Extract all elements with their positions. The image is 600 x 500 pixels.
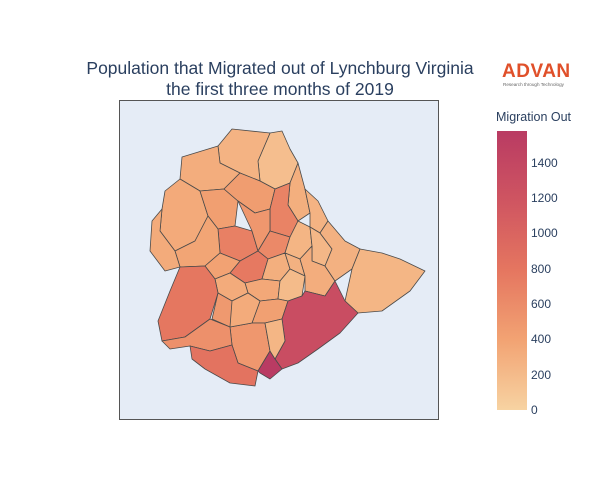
colorbar-tick: 600 (531, 297, 552, 312)
map-title: Population that Migrated out of Lynchbur… (40, 58, 520, 100)
colorbar-tick: 200 (531, 367, 552, 382)
colorbar-tick: 1200 (531, 191, 558, 206)
region-west-2[interactable] (149, 208, 181, 272)
colorbar (497, 131, 527, 410)
advan-logo: ADVAN Research through Technology (502, 62, 592, 88)
colorbar-tick: 800 (531, 261, 552, 276)
map-frame[interactable] (119, 100, 439, 420)
colorbar-title: Migration Out (496, 110, 572, 124)
map-title-line2: the first three months of 2019 (166, 79, 394, 99)
region-east-lobe[interactable] (344, 248, 426, 314)
colorbar-tick: 1000 (531, 226, 558, 241)
colorbar-tick: 1400 (531, 155, 558, 170)
logo-tagline: Research through Technology (503, 82, 564, 87)
region-south-bottom[interactable] (189, 344, 259, 387)
region-center-south-2[interactable] (229, 292, 261, 328)
colorbar-tick: 0 (531, 403, 538, 417)
logo-name: ADVAN (502, 61, 571, 82)
colorbar-tick: 400 (531, 332, 552, 347)
choropleth-map[interactable] (120, 101, 439, 420)
region-center-south[interactable] (264, 318, 286, 360)
map-title-line1: Population that Migrated out of Lynchbur… (86, 58, 474, 78)
